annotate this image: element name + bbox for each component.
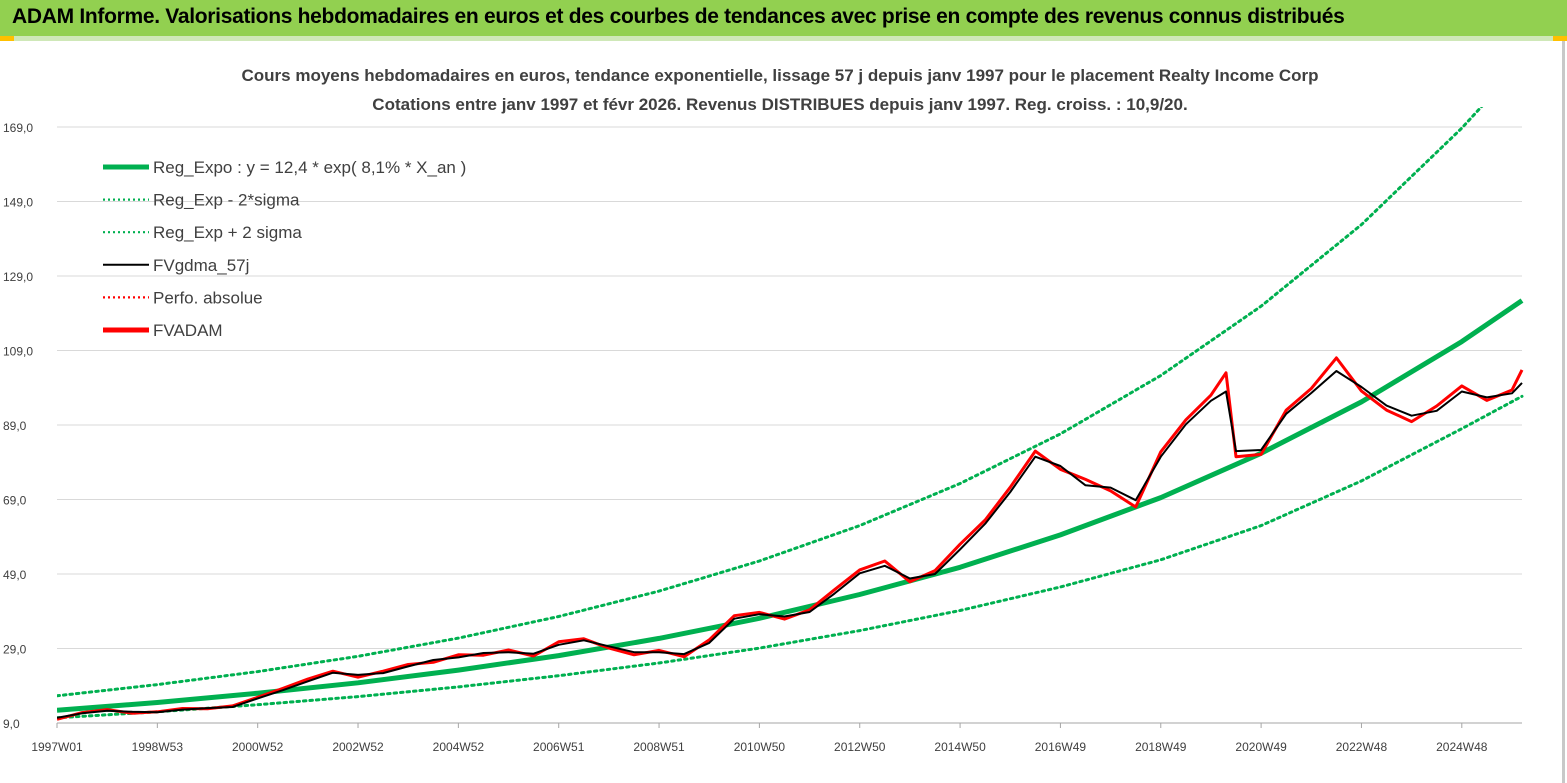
x-tick-label: 2024W48 [1436,740,1488,754]
series-reg-exp-minus-2sigma [57,394,1524,720]
x-tick-label: 2016W49 [1035,740,1087,754]
x-tick-label: 2004W52 [433,740,485,754]
x-tick-label: 2002W52 [332,740,384,754]
chart-legend: Reg_Expo : y = 12,4 * exp( 8,1% * X_an )… [103,158,466,340]
x-tick-label: 2008W51 [633,740,685,754]
series-fvadam [57,356,1524,721]
legend-label: Reg_Exp + 2 sigma [153,223,302,242]
x-tick-label: 2018W49 [1135,740,1187,754]
chart-title: Cours moyens hebdomadaires en euros, ten… [241,66,1318,85]
x-tick-label: 2006W51 [533,740,585,754]
x-tick-label: 1997W01 [31,740,83,754]
x-tick-label: 1998W53 [132,740,184,754]
chart-grid [57,126,1522,724]
legend-label: FVgdma_57j [153,256,249,275]
series-reg-expo [57,298,1524,713]
y-tick-label: 109,0 [3,345,33,359]
y-tick-label: 9,0 [3,717,20,731]
y-tick-label: 69,0 [3,494,27,508]
accent-corner-left [0,36,14,41]
y-tick-label: 89,0 [3,419,27,433]
y-tick-label: 169,0 [3,121,33,135]
accent-corner-right [1553,36,1567,41]
y-tick-label: 29,0 [3,643,27,657]
series-reg-exp-plus-2sigma [57,107,1484,698]
series-fvgdma-57j [57,370,1523,719]
y-axis: 9,0 29,0 49,0 69,0 89,0 109,0 129,0 149,0 169,0 [3,121,33,731]
legend-label: Perfo. absolue [153,288,263,307]
right-border [1562,41,1565,783]
y-tick-label: 149,0 [3,196,33,210]
y-tick-label: 129,0 [3,270,33,284]
legend-label: Reg_Expo : y = 12,4 * exp( 8,1% * X_an ) [153,158,466,177]
legend-label: FVADAM [153,321,223,340]
x-tick-label: 2000W52 [232,740,284,754]
x-tick-label: 2010W50 [734,740,786,754]
report-banner: ADAM Informe. Valorisations hebdomadaire… [0,0,1567,36]
banner-band [0,36,1567,41]
plot-area [57,107,1524,721]
chart-subtitle: Cotations entre janv 1997 et févr 2026. … [372,95,1187,114]
report-banner-title: ADAM Informe. Valorisations hebdomadaire… [12,5,1345,28]
x-tick-label: 2022W48 [1336,740,1388,754]
x-tick-label: 2020W49 [1235,740,1287,754]
x-tick-label: 2014W50 [934,740,986,754]
x-tick-label: 2012W50 [834,740,886,754]
x-axis: 1997W01 1998W53 2000W52 2002W52 2004W52 2006W… [31,722,1522,754]
legend-label: Reg_Exp - 2*sigma [153,191,300,210]
y-tick-label: 49,0 [3,568,27,582]
